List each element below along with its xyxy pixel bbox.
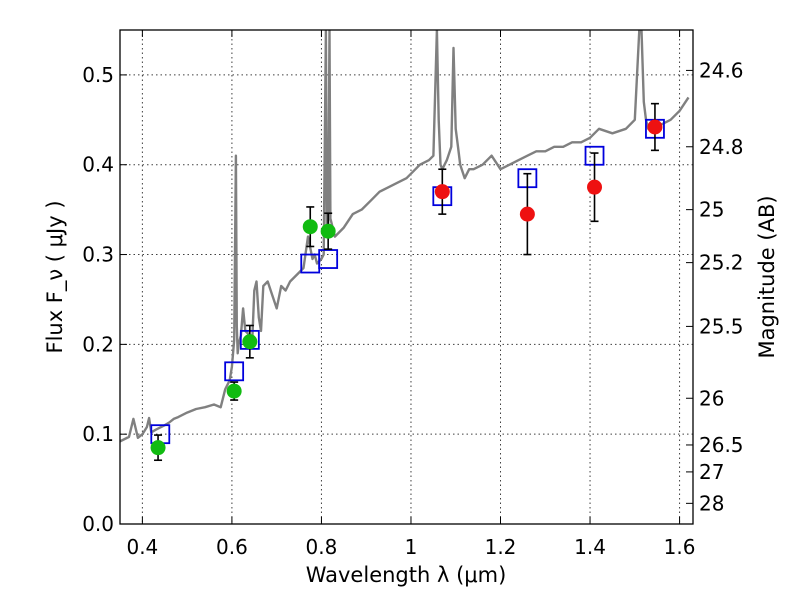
x-tick-label: 1.6: [664, 535, 696, 559]
markers: [150, 102, 665, 462]
model-square: [224, 361, 245, 382]
observed-point-green: [150, 440, 166, 456]
observed-point-green: [320, 223, 336, 239]
right-tick-label: 28: [699, 491, 724, 515]
right-tick-label: 24.6: [699, 58, 744, 82]
y-tick-label: 0.4: [82, 153, 114, 177]
plot-frame: [119, 29, 694, 525]
right-tick-label: 26.5: [699, 433, 744, 457]
y-tick-label: 0.5: [82, 63, 114, 87]
y-tick-label: 0.2: [82, 332, 114, 356]
plot-background: [120, 30, 693, 524]
model-square: [318, 249, 339, 269]
plot-area: [120, 30, 690, 443]
spectrum-line: [120, 30, 690, 443]
observed-point-green: [226, 383, 242, 399]
right-tick-label: 26: [699, 386, 724, 410]
y-tick-label: 0.0: [82, 512, 114, 536]
observed-point-red: [519, 206, 535, 222]
y-tick-label: 0.3: [82, 243, 114, 267]
observed-point-green: [302, 219, 318, 235]
observed-point-green: [242, 334, 258, 350]
x-tick-label: 1.4: [574, 535, 606, 559]
y-tick-label: 0.1: [82, 422, 114, 446]
ticks: 0.4 0.6 0.8 1 1.2 1.4 1.6 0.0 0.1 0.2 0.3 0.4 0.5 24.…: [82, 30, 744, 559]
observed-point-red: [647, 119, 663, 135]
x-tick-label: 0.4: [126, 535, 158, 559]
right-tick-label: 27: [699, 460, 724, 484]
right-tick-label: 25.2: [699, 251, 744, 275]
x-tick-label: 0.6: [216, 535, 248, 559]
x-tick-label: 0.8: [306, 535, 338, 559]
observed-point-red: [434, 184, 450, 200]
x-tick-label: 1.2: [485, 535, 517, 559]
right-tick-label: 25: [699, 198, 724, 222]
right-tick-label: 25.5: [699, 314, 744, 338]
observed-point-red: [587, 179, 603, 195]
x-axis-label: Wavelength λ (μm): [306, 563, 507, 587]
y-axis-right-label: Magnitude (AB): [755, 195, 779, 358]
x-tick-label: 1: [405, 535, 418, 559]
right-tick-label: 24.8: [699, 135, 744, 159]
y-axis-label: Flux F_ν ( μJy ): [43, 200, 68, 353]
